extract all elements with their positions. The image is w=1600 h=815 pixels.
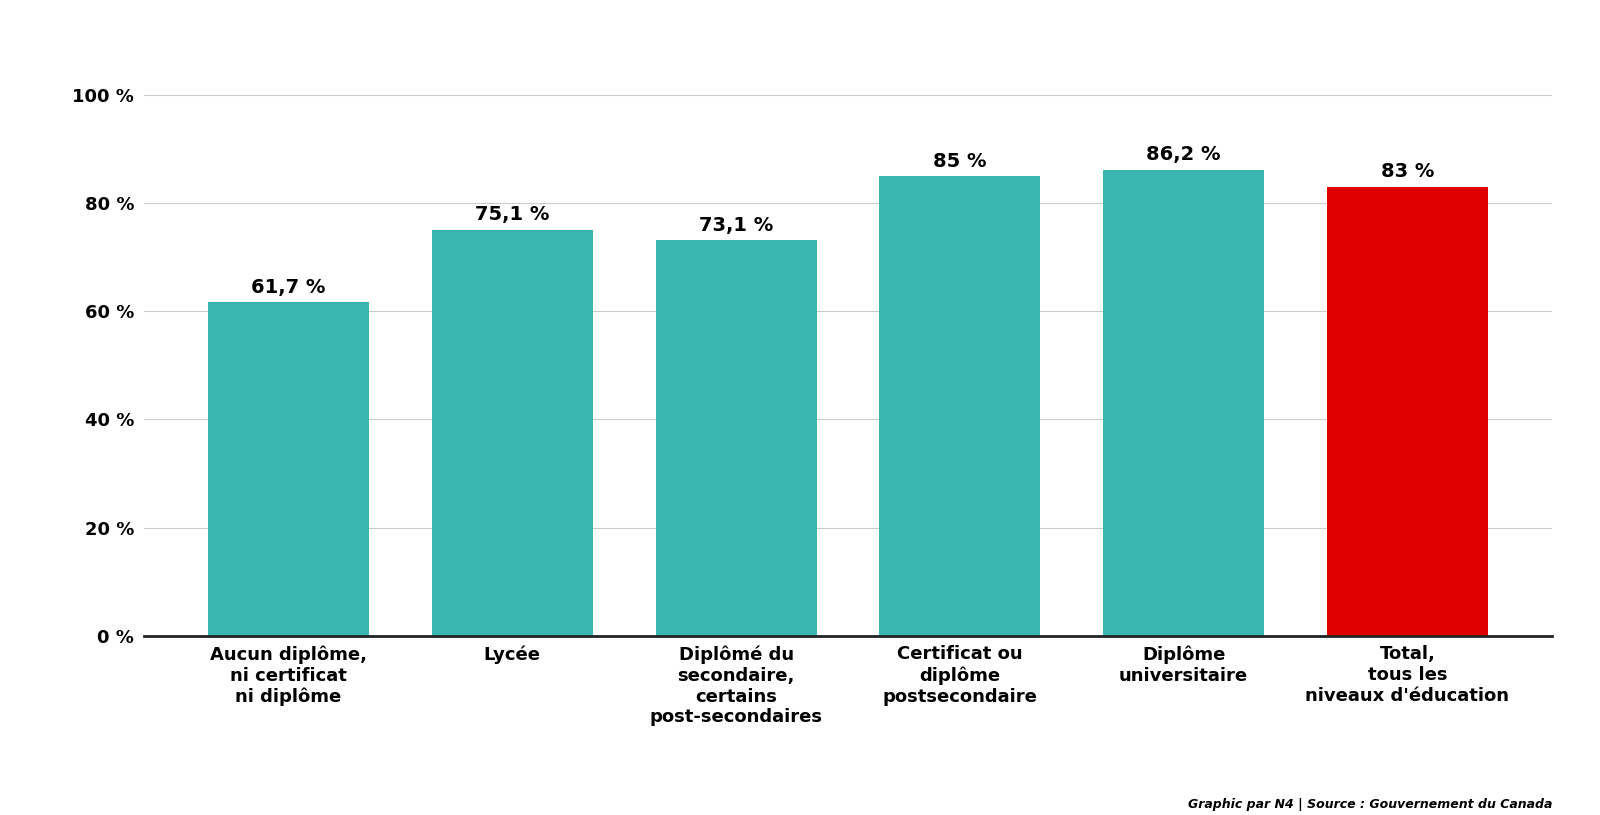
Text: 75,1 %: 75,1 % xyxy=(475,205,549,224)
Bar xyxy=(1326,187,1488,636)
Text: 85 %: 85 % xyxy=(933,152,987,170)
Text: Graphic par N4 | Source : Gouvernement du Canada: Graphic par N4 | Source : Gouvernement d… xyxy=(1187,798,1552,811)
Bar xyxy=(1102,170,1264,636)
Text: 86,2 %: 86,2 % xyxy=(1147,145,1221,164)
Bar xyxy=(656,240,816,636)
Text: 83 %: 83 % xyxy=(1381,162,1434,182)
Bar xyxy=(208,302,370,636)
Text: 61,7 %: 61,7 % xyxy=(251,278,326,297)
Text: 73,1 %: 73,1 % xyxy=(699,216,773,235)
Bar xyxy=(880,176,1040,636)
Bar xyxy=(432,230,594,636)
